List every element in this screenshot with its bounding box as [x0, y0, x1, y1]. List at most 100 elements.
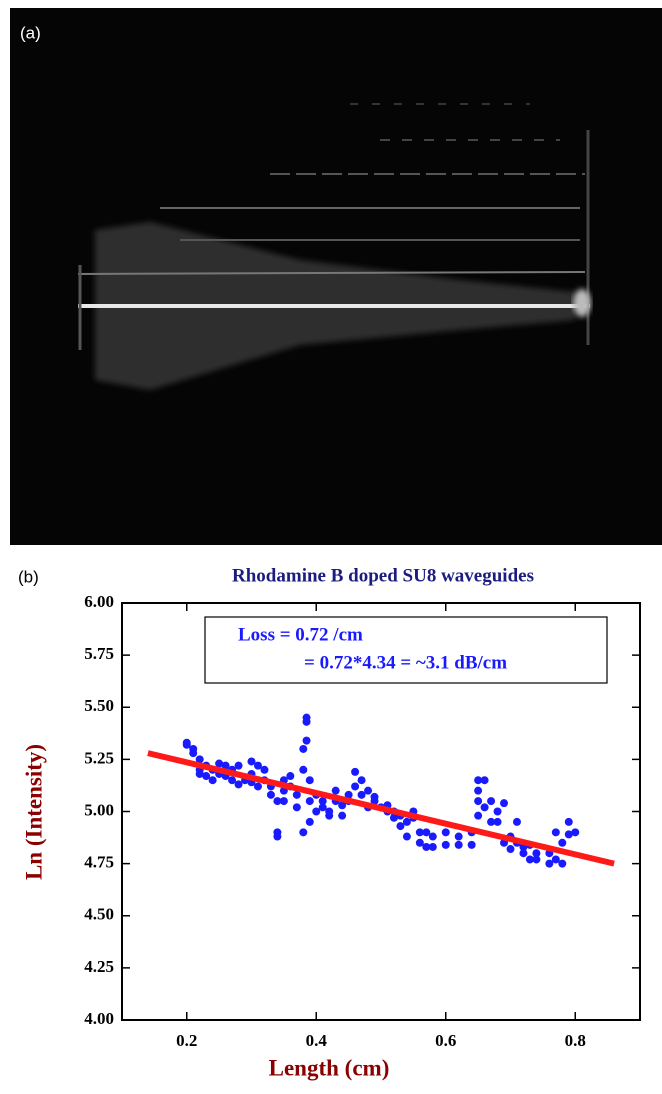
- data-point: [415, 838, 424, 847]
- y-tick-label: 5.00: [84, 800, 114, 819]
- data-point: [302, 717, 311, 726]
- y-tick-label: 4.50: [84, 905, 114, 924]
- data-point: [493, 807, 502, 816]
- chart-title: Rhodamine B doped SU8 waveguides: [232, 565, 534, 586]
- y-tick-label: 6.00: [84, 592, 114, 611]
- x-axis-label: Length (cm): [269, 1055, 390, 1080]
- data-point: [558, 859, 567, 868]
- data-point: [525, 855, 534, 864]
- data-point: [273, 797, 282, 806]
- data-point: [234, 761, 243, 770]
- data-point: [344, 790, 353, 799]
- data-point: [402, 817, 411, 826]
- data-point: [234, 780, 243, 789]
- annotation-box: [204, 616, 608, 684]
- data-point: [286, 772, 295, 781]
- output-spot: [573, 289, 591, 317]
- data-point: [189, 749, 198, 758]
- plot: 4.00 4.25 4.50 4.75 5.00 5.25 5.50 5.75 6.00 0.2 0…: [84, 592, 641, 1050]
- data-point: [474, 811, 483, 820]
- data-point: [273, 828, 282, 837]
- data-point: [292, 803, 301, 812]
- data-point: [487, 797, 496, 806]
- data-point: [532, 849, 541, 858]
- data-point: [480, 803, 489, 812]
- data-point: [454, 832, 463, 841]
- data-point: [351, 782, 360, 791]
- panel-a-image: (a): [10, 8, 662, 545]
- data-point: [202, 772, 211, 781]
- data-point: [195, 755, 204, 764]
- data-point: [564, 830, 573, 839]
- data-point: [480, 776, 489, 785]
- x-tick-label: 0.8: [565, 1031, 586, 1050]
- data-point: [305, 776, 314, 785]
- y-axis-label: Ln (Intensity): [21, 744, 46, 880]
- x-tick-label: 0.6: [435, 1031, 456, 1050]
- y-tick-label: 4.25: [84, 957, 114, 976]
- data-point: [302, 736, 311, 745]
- waveguide: [77, 271, 586, 275]
- data-point: [221, 761, 230, 770]
- data-point: [571, 828, 580, 837]
- panel-label: (a): [20, 23, 41, 42]
- y-tick-label: 5.75: [84, 644, 114, 663]
- data-point: [312, 807, 321, 816]
- plot-frame: [121, 602, 641, 1021]
- data-point: [474, 786, 483, 795]
- data-point: [441, 840, 450, 849]
- y-tick-label: 4.75: [84, 853, 114, 872]
- data-point: [500, 799, 509, 808]
- data-point: [299, 828, 308, 837]
- data-point: [428, 842, 437, 851]
- data-point: [338, 811, 347, 820]
- data-point: [422, 842, 431, 851]
- data-point: [487, 817, 496, 826]
- data-point: [318, 803, 327, 812]
- data-point: [441, 828, 450, 837]
- data-point: [415, 828, 424, 837]
- data-point: [364, 786, 373, 795]
- data-point: [428, 832, 437, 841]
- fit-line: [147, 750, 615, 867]
- data-point: [506, 845, 515, 854]
- data-point: [474, 776, 483, 785]
- data-point: [279, 797, 288, 806]
- data-point: [299, 765, 308, 774]
- y-tick-label: 5.50: [84, 696, 114, 715]
- data-point: [253, 761, 262, 770]
- data-point: [467, 840, 476, 849]
- data-point: [215, 759, 224, 768]
- y-tick-label: 4.00: [84, 1009, 114, 1028]
- data-point: [512, 817, 521, 826]
- data-point: [551, 855, 560, 864]
- data-point: [228, 776, 237, 785]
- data-point: [558, 838, 567, 847]
- data-point: [292, 790, 301, 799]
- data-point: [454, 840, 463, 849]
- data-point: [551, 828, 560, 837]
- data-point: [182, 740, 191, 749]
- data-point: [305, 797, 314, 806]
- data-point: [564, 817, 573, 826]
- data-point: [357, 790, 366, 799]
- annotation: = 0.72*4.34 = ~3.1 dB/cm: [304, 652, 507, 673]
- annotation: Loss = 0.72 /cm: [238, 624, 363, 645]
- data-point: [519, 849, 528, 858]
- data-point: [325, 811, 334, 820]
- data-point: [357, 776, 366, 785]
- data-point: [305, 817, 314, 826]
- data-point: [247, 757, 256, 766]
- data-point: [208, 776, 217, 785]
- data-point: [474, 797, 483, 806]
- data-point: [396, 822, 405, 831]
- data-point: [389, 813, 398, 822]
- y-tick-label: 5.25: [84, 748, 114, 767]
- data-point: [370, 792, 379, 801]
- data-point: [493, 817, 502, 826]
- data-point: [299, 744, 308, 753]
- data-point: [545, 859, 554, 868]
- x-tick-label: 0.2: [176, 1031, 197, 1050]
